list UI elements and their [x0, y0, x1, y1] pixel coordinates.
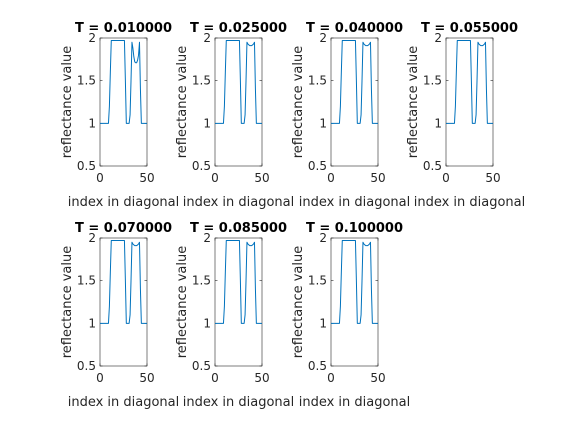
subplot-title: T = 0.055000: [421, 21, 518, 36]
x-axis-label: index in diagonal: [68, 395, 180, 410]
y-tick-label: 1: [203, 316, 211, 330]
x-tick-label: 50: [485, 171, 500, 185]
y-tick-label: 1: [319, 116, 327, 130]
y-tick-label: 1.5: [192, 74, 211, 88]
x-axis-label: index in diagonal: [414, 195, 526, 210]
x-axis-label: index in diagonal: [183, 195, 295, 210]
x-axis-label: index in diagonal: [68, 195, 180, 210]
y-tick-label: 1.5: [77, 274, 96, 288]
y-axis-label: reflectance value: [60, 246, 75, 358]
y-tick-label: 1.5: [308, 274, 327, 288]
x-tick-label: 50: [254, 171, 269, 185]
x-tick-label: 0: [96, 371, 104, 385]
y-tick-label: 0.5: [308, 159, 327, 173]
x-tick-label: 0: [96, 171, 104, 185]
y-tick-label: 1.5: [77, 74, 96, 88]
y-axis-label: reflectance value: [291, 46, 306, 158]
subplot-title: T = 0.010000: [75, 21, 172, 36]
y-tick-label: 0.5: [192, 359, 211, 373]
y-axis-label: reflectance value: [175, 46, 190, 158]
x-tick-label: 50: [370, 371, 385, 385]
x-tick-label: 50: [370, 171, 385, 185]
y-tick-label: 1: [434, 116, 442, 130]
y-tick-label: 0.5: [308, 359, 327, 373]
y-axis-label: reflectance value: [60, 46, 75, 158]
x-tick-label: 0: [211, 371, 219, 385]
subplot-title: T = 0.025000: [190, 21, 287, 36]
y-tick-label: 1: [319, 316, 327, 330]
y-axis-label: reflectance value: [406, 46, 421, 158]
x-axis-label: index in diagonal: [299, 195, 411, 210]
y-tick-label: 1.5: [308, 74, 327, 88]
y-tick-label: 1: [88, 116, 96, 130]
y-tick-label: 0.5: [77, 159, 96, 173]
x-tick-label: 0: [211, 171, 219, 185]
x-tick-label: 0: [442, 171, 450, 185]
y-tick-label: 0.5: [192, 159, 211, 173]
subplot-title: T = 0.040000: [306, 21, 403, 36]
x-axis-label: index in diagonal: [183, 395, 295, 410]
subplot-title: T = 0.070000: [75, 221, 172, 236]
y-tick-label: 1.5: [423, 74, 442, 88]
subplot-title: T = 0.100000: [306, 221, 403, 236]
y-tick-label: 1: [203, 116, 211, 130]
y-tick-label: 1: [88, 316, 96, 330]
x-tick-label: 50: [139, 371, 154, 385]
y-axis-label: reflectance value: [291, 246, 306, 358]
x-axis-label: index in diagonal: [299, 395, 411, 410]
y-tick-label: 0.5: [77, 359, 96, 373]
x-tick-label: 50: [139, 171, 154, 185]
x-tick-label: 50: [254, 371, 269, 385]
subplot-title: T = 0.085000: [190, 221, 287, 236]
y-tick-label: 0.5: [423, 159, 442, 173]
x-tick-label: 0: [327, 371, 335, 385]
y-axis-label: reflectance value: [175, 246, 190, 358]
x-tick-label: 0: [327, 171, 335, 185]
y-tick-label: 1.5: [192, 274, 211, 288]
